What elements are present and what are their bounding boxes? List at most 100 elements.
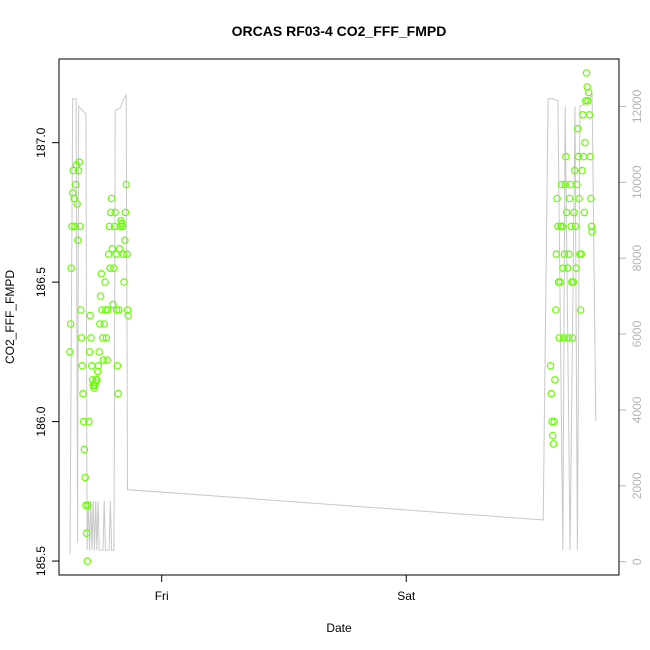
plot-border xyxy=(58,58,620,576)
data-point xyxy=(123,306,132,314)
data-point xyxy=(567,222,575,231)
data-point xyxy=(556,278,564,286)
data-point xyxy=(99,356,108,365)
data-point xyxy=(109,300,117,309)
data-point xyxy=(106,264,114,273)
data-point xyxy=(71,222,79,231)
data-point xyxy=(559,334,568,342)
y-tick-label: 186.5 xyxy=(34,267,48,297)
data-point xyxy=(112,306,121,314)
data-point xyxy=(110,264,118,273)
data-point xyxy=(551,375,559,384)
data-point xyxy=(121,236,129,245)
y2-tick-label: 6000 xyxy=(630,320,644,347)
data-point xyxy=(550,417,559,426)
x-tick-label: Fri xyxy=(155,589,169,603)
data-point xyxy=(565,250,573,259)
data-point xyxy=(75,158,84,167)
x-axis-label: Date xyxy=(326,621,352,635)
data-point xyxy=(119,250,128,259)
chart-title: ORCAS RF03-4 CO2_FFF_FMPD xyxy=(232,23,447,39)
data-point xyxy=(585,111,594,119)
data-point xyxy=(95,348,103,356)
data-point xyxy=(573,180,581,189)
data-point xyxy=(578,111,587,119)
data-point xyxy=(587,194,595,203)
data-point xyxy=(79,417,88,426)
data-point xyxy=(576,306,585,314)
data-point xyxy=(85,417,93,426)
data-point xyxy=(553,194,561,203)
data-point xyxy=(71,180,80,189)
data-point xyxy=(101,306,110,314)
data-point xyxy=(547,389,556,398)
data-point xyxy=(581,138,589,147)
data-point xyxy=(101,278,109,286)
y-tick-label: 187.0 xyxy=(34,127,48,157)
y2-tick-label: 12000 xyxy=(630,89,644,123)
data-point xyxy=(572,264,581,273)
series-line-1 xyxy=(69,93,597,555)
data-point xyxy=(68,222,76,231)
data-point xyxy=(577,250,586,259)
data-point xyxy=(93,367,102,376)
data-point xyxy=(77,334,86,342)
data-point xyxy=(107,208,115,217)
data-point xyxy=(564,334,572,342)
data-point xyxy=(81,473,90,482)
data-point xyxy=(78,361,87,370)
data-point xyxy=(107,194,116,203)
data-point xyxy=(82,529,91,538)
y2-tick-label: 8000 xyxy=(630,245,644,272)
data-point xyxy=(82,501,90,510)
data-point xyxy=(565,194,574,203)
data-point xyxy=(121,208,130,217)
data-point xyxy=(562,152,570,161)
data-point xyxy=(122,180,131,189)
data-point xyxy=(555,334,564,342)
data-point xyxy=(586,152,594,161)
data-point xyxy=(66,348,74,356)
data-point xyxy=(96,320,104,328)
data-point xyxy=(588,228,596,236)
data-point xyxy=(562,208,571,217)
data-point xyxy=(83,557,92,565)
y-tick-label: 186.0 xyxy=(34,406,48,436)
data-point xyxy=(77,306,85,314)
data-point xyxy=(86,311,95,320)
y2-tick-label: 2000 xyxy=(630,472,644,499)
data-point xyxy=(552,250,561,259)
data-point xyxy=(84,501,92,510)
data-point xyxy=(587,222,596,231)
y-tick-label: 185.5 xyxy=(34,546,48,576)
y2-tick-label: 0 xyxy=(630,558,644,565)
data-point xyxy=(102,334,111,342)
data-point xyxy=(73,200,81,208)
y-axis-label: CO2_FFF_FMPD xyxy=(3,270,17,364)
data-point xyxy=(93,375,101,384)
data-point xyxy=(112,250,120,259)
data-point xyxy=(80,445,89,454)
data-point xyxy=(69,166,78,175)
data-point xyxy=(571,222,580,231)
y2-tick-label: 4000 xyxy=(630,396,644,423)
data-point xyxy=(560,250,569,259)
data-point xyxy=(569,278,578,286)
data-point xyxy=(99,334,107,342)
data-point xyxy=(103,356,112,365)
data-point xyxy=(584,88,593,97)
data-point xyxy=(66,320,75,328)
data-point xyxy=(570,166,579,175)
y2-tick-label: 10000 xyxy=(630,165,644,199)
data-point xyxy=(97,269,106,278)
data-point xyxy=(563,264,572,273)
data-point xyxy=(85,348,94,356)
data-point xyxy=(74,236,82,245)
data-point xyxy=(574,152,583,161)
data-point xyxy=(120,278,128,286)
data-point xyxy=(113,361,122,370)
data-point xyxy=(558,222,567,231)
data-point xyxy=(115,306,123,314)
data-point xyxy=(581,97,590,105)
